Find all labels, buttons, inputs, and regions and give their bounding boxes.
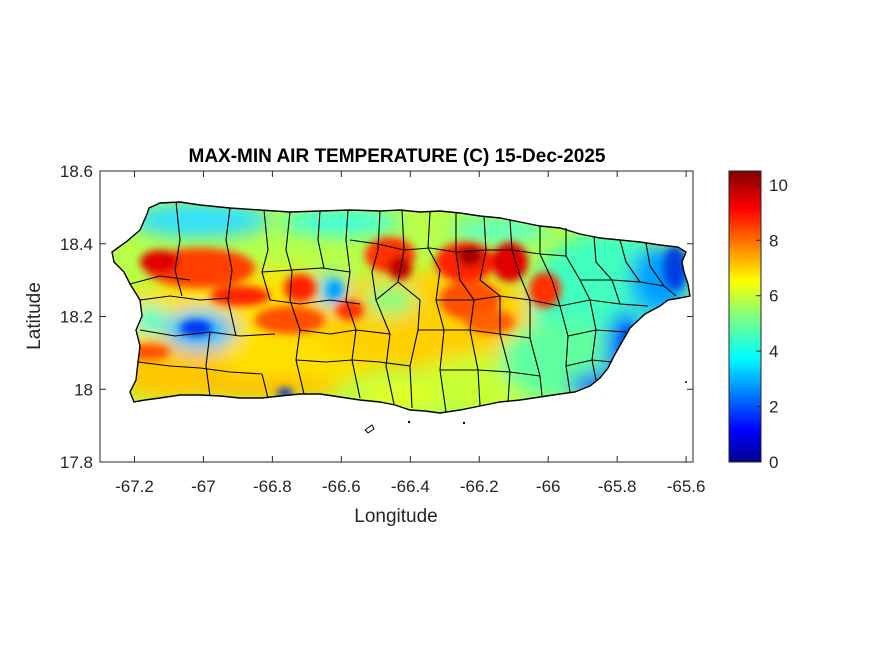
- colorbar-tick-label: 10: [769, 176, 788, 195]
- x-axis-label: Longitude: [354, 506, 437, 527]
- colorbar-tick-label: 4: [769, 342, 778, 361]
- boundary: [129, 275, 191, 285]
- field-hotspot: [210, 286, 270, 306]
- field-hotspot: [255, 306, 325, 334]
- caja-de-muertos-island: [364, 424, 375, 434]
- field-coolspot: [663, 246, 687, 290]
- y-tick-label: 18.6: [60, 162, 93, 181]
- islet: [685, 381, 687, 383]
- boundary: [299, 329, 391, 335]
- colorbar-tick-label: 6: [769, 287, 778, 306]
- colorbar-tick-label: 2: [769, 398, 778, 417]
- x-tick-label: -66.4: [391, 477, 430, 496]
- x-tick-label: -65.8: [598, 477, 637, 496]
- boundary: [418, 329, 531, 339]
- x-tick-label: -65.6: [667, 477, 706, 496]
- islet: [407, 420, 411, 424]
- boundary: [455, 249, 567, 257]
- field-hotspot: [284, 274, 316, 302]
- colorbar-tick-label: 8: [769, 231, 778, 250]
- field-hotspot: [140, 250, 180, 274]
- field-hotspot: [492, 242, 528, 282]
- island-outline: [111, 201, 691, 414]
- boundary: [317, 210, 325, 269]
- y-tick-label: 18.2: [60, 308, 93, 327]
- colorbar-tick-label: 0: [769, 453, 778, 472]
- boundary: [269, 299, 361, 305]
- boundary: [261, 267, 351, 273]
- boundary: [593, 235, 621, 305]
- boundary: [137, 361, 263, 375]
- field-blob: [360, 383, 440, 407]
- field-hotspots: [130, 237, 687, 398]
- field-hotspot: [336, 300, 364, 320]
- x-tick-label: -66.8: [253, 477, 292, 496]
- boundary: [619, 239, 641, 283]
- boundary: [436, 295, 531, 301]
- x-tick-label: -66: [536, 477, 561, 496]
- chart-title: MAX-MIN AIR TEMPERATURE (C) 15-Dec-2025: [189, 146, 606, 167]
- x-tick-label: -66.6: [322, 477, 361, 496]
- boundary: [580, 279, 665, 287]
- x-ticks: -67.2 -67 -66.8 -66.6 -66.4 -66.2 -66 -65.8 -65.…: [115, 171, 705, 496]
- boundary: [225, 207, 237, 337]
- boundary: [645, 242, 677, 297]
- colorbar-ticks: 0 2 4 6 8 10: [756, 176, 788, 472]
- boundary: [565, 359, 613, 367]
- boundary: [619, 303, 649, 307]
- boundary: [440, 369, 541, 377]
- municipal-boundaries: [129, 201, 677, 413]
- boundary: [567, 329, 627, 337]
- y-tick-label: 18.4: [60, 235, 93, 254]
- y-tick-label: 17.8: [60, 453, 93, 472]
- colorbar-gradient: [728, 170, 762, 463]
- boundary: [205, 331, 211, 397]
- boundary: [529, 299, 621, 307]
- field-blob: [280, 208, 400, 236]
- boundary: [261, 373, 269, 399]
- field-blob: [365, 285, 415, 315]
- temperature-field: [112, 202, 690, 413]
- y-ticks: 17.8 18 18.2 18.4 18.6: [60, 162, 693, 472]
- map-plot-area: -67.2 -67 -66.8 -66.6 -66.4 -66.2 -66 -65.8 -65.…: [60, 162, 706, 496]
- islet: [462, 421, 466, 425]
- field-blob: [130, 202, 270, 238]
- y-axis-label: Latitude: [24, 282, 45, 350]
- field-coolspot: [180, 320, 212, 336]
- boundary: [261, 209, 271, 301]
- boundary: [375, 281, 399, 301]
- boundary: [349, 239, 457, 253]
- x-tick-label: -67.2: [115, 477, 154, 496]
- field-coolspot: [327, 280, 343, 300]
- boundary: [139, 295, 231, 301]
- colorbar: 0 2 4 6 8 10: [728, 170, 788, 472]
- y-tick-label: 18: [74, 380, 93, 399]
- boundary: [295, 359, 411, 367]
- boundary: [174, 201, 183, 297]
- field-hotspot: [529, 272, 561, 308]
- field-hotspot: [458, 246, 482, 266]
- x-tick-label: -66.2: [460, 477, 499, 496]
- field-hotspot: [388, 256, 412, 280]
- x-tick-label: -67: [191, 477, 216, 496]
- field-hotspot: [465, 310, 515, 334]
